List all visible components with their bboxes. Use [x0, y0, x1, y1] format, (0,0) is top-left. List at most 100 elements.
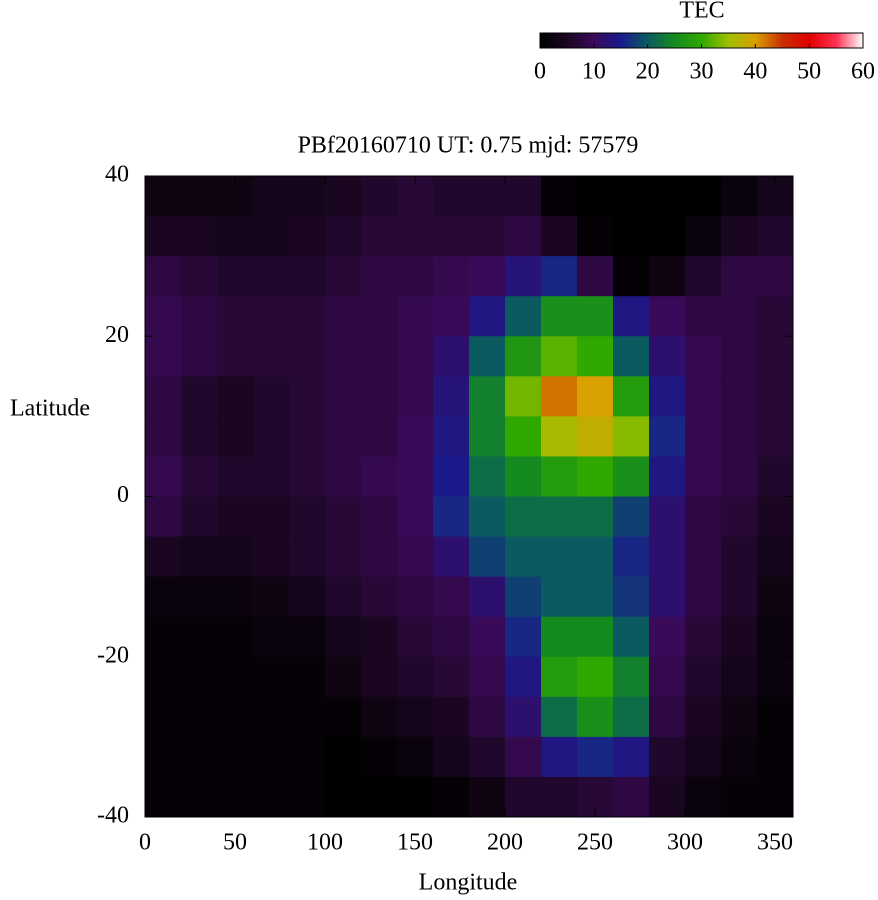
heatmap-cell	[289, 376, 326, 417]
heatmap-cell	[541, 496, 578, 538]
heatmap-cell	[181, 456, 218, 497]
heatmap-cell	[145, 416, 182, 457]
x-tick-label: 300	[667, 830, 703, 856]
heatmap-cell	[649, 336, 686, 377]
heatmap-cell	[217, 496, 254, 538]
heatmap-cell	[757, 416, 794, 457]
heatmap-cell	[613, 176, 650, 217]
heatmap-cell	[649, 616, 686, 658]
y-tick-label: -20	[97, 642, 129, 668]
heatmap-cell	[469, 656, 506, 698]
heatmap-cell	[361, 736, 398, 778]
heatmap-cell	[721, 336, 758, 377]
heatmap-cell	[469, 456, 506, 497]
heatmap-cell	[685, 256, 722, 297]
x-axis-label: Longitude	[419, 870, 518, 896]
heatmap-cell	[577, 256, 614, 297]
heatmap-cell	[181, 696, 218, 738]
heatmap-cell	[289, 696, 326, 738]
heatmap-cell	[505, 496, 542, 538]
colorbar-tick-label: 30	[690, 59, 714, 85]
heatmap-cell	[685, 456, 722, 497]
heatmap-cell	[253, 616, 290, 658]
heatmap-cell	[505, 456, 542, 497]
heatmap-cell	[721, 416, 758, 457]
colorbar-tick-label: 50	[797, 59, 821, 85]
heatmap-cell	[217, 216, 254, 257]
heatmap-cell	[505, 576, 542, 618]
heatmap-cell	[433, 576, 470, 618]
heatmap-cell	[613, 736, 650, 778]
heatmap-cell	[757, 456, 794, 497]
heatmap-cell	[397, 536, 434, 578]
x-tick-label: 100	[307, 830, 343, 856]
heatmap-cell	[541, 536, 578, 578]
heatmap-cell	[217, 536, 254, 578]
heatmap-cell	[649, 776, 686, 818]
heatmap-cell	[217, 696, 254, 738]
heatmap-cell	[325, 656, 362, 698]
heatmap-cell	[397, 456, 434, 497]
heatmap-cell	[541, 736, 578, 778]
heatmap-cell	[721, 616, 758, 658]
heatmap-cell	[649, 496, 686, 538]
heatmap-cell	[433, 656, 470, 698]
heatmap-cell	[721, 776, 758, 818]
heatmap-cell	[757, 616, 794, 658]
heatmap-cell	[649, 456, 686, 497]
heatmap-cell	[397, 336, 434, 377]
heatmap-cell	[325, 736, 362, 778]
heatmap-cell	[685, 736, 722, 778]
heatmap-cell	[433, 536, 470, 578]
heatmap-cell	[325, 616, 362, 658]
heatmap-cell	[541, 416, 578, 457]
x-tick-label: 50	[223, 830, 247, 856]
colorbar-tick-label: 40	[743, 59, 767, 85]
heatmap-cell	[721, 696, 758, 738]
heatmap-cell	[253, 176, 290, 217]
heatmap-cell	[361, 296, 398, 337]
heatmap-cell	[253, 696, 290, 738]
heatmap-cell	[721, 256, 758, 297]
x-tick-label: 0	[139, 830, 151, 856]
heatmap-cell	[145, 456, 182, 497]
heatmap-cell	[253, 456, 290, 497]
heatmap-cell	[721, 496, 758, 538]
heatmap-cell	[577, 656, 614, 698]
heatmap-cell	[181, 336, 218, 377]
heatmap-cell	[685, 656, 722, 698]
heatmap-cell	[685, 216, 722, 257]
colorbar-tick-label: 60	[851, 59, 875, 85]
heatmap-cell	[289, 776, 326, 818]
heatmap-cell	[325, 776, 362, 818]
heatmap-cell	[253, 736, 290, 778]
heatmap-cell	[469, 696, 506, 738]
heatmap-cell	[253, 496, 290, 538]
heatmap-cell	[325, 496, 362, 538]
heatmap-cell	[145, 616, 182, 658]
heatmap-cell	[721, 216, 758, 257]
heatmap-cell	[289, 176, 326, 217]
heatmap-cell	[649, 296, 686, 337]
x-tick-label: 350	[757, 830, 793, 856]
heatmap-cell	[361, 776, 398, 818]
heatmap-cell	[541, 336, 578, 377]
heatmap-cell	[181, 216, 218, 257]
heatmap-cell	[505, 176, 542, 217]
heatmap-cell	[433, 256, 470, 297]
heatmap-cell	[145, 536, 182, 578]
heatmap-cell	[433, 776, 470, 818]
heatmap-cell	[361, 376, 398, 417]
heatmap-cell	[721, 456, 758, 497]
heatmap-cell	[289, 496, 326, 538]
heatmap-cell	[433, 696, 470, 738]
heatmap-cell	[361, 456, 398, 497]
heatmap-cell	[577, 456, 614, 497]
heatmap-cell	[433, 456, 470, 497]
heatmap-cell	[325, 176, 362, 217]
heatmap-cell	[289, 416, 326, 457]
heatmap-cell	[361, 256, 398, 297]
heatmap-cell	[757, 536, 794, 578]
heatmap-cell	[577, 216, 614, 257]
heatmap-cell	[217, 296, 254, 337]
